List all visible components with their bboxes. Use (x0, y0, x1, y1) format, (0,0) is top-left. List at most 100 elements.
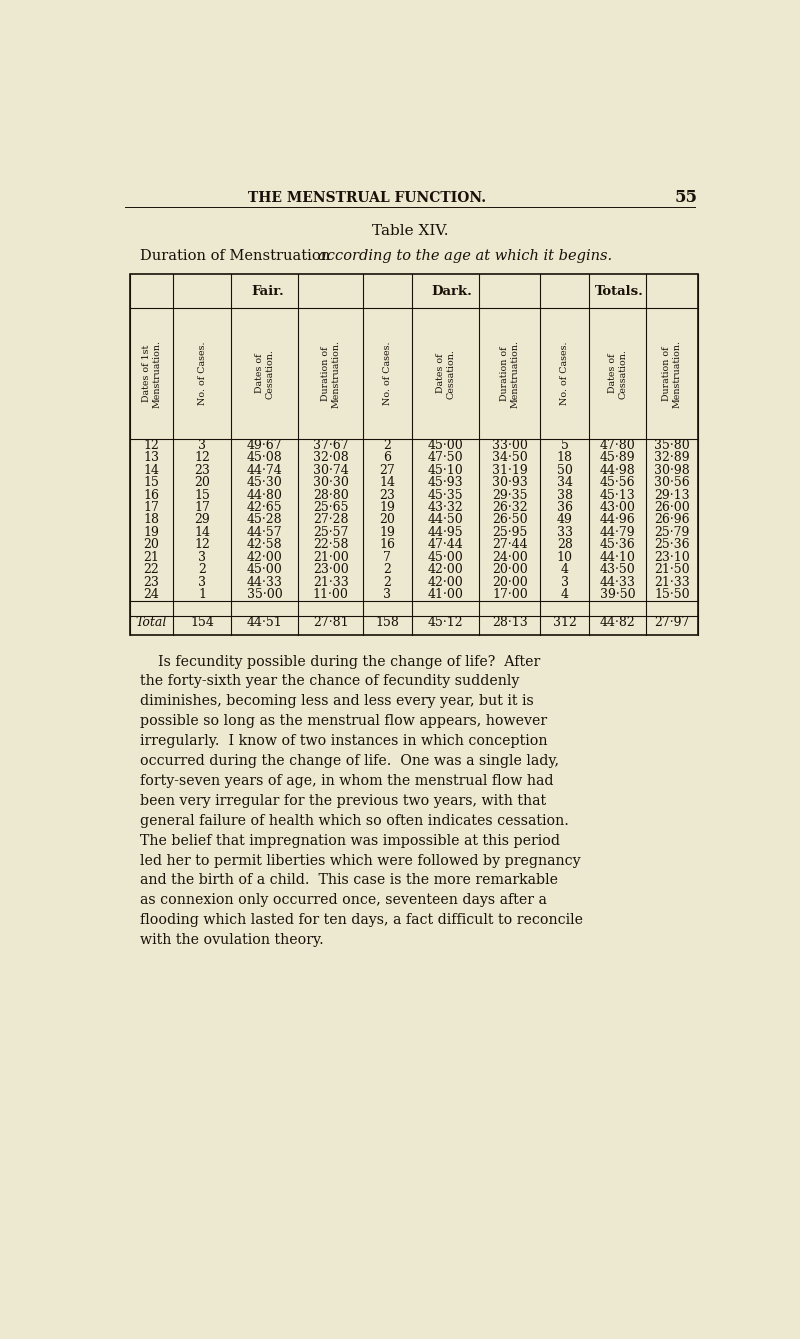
Text: 2: 2 (198, 564, 206, 576)
Text: 3: 3 (561, 576, 569, 589)
Text: possible so long as the menstrual flow appears, however: possible so long as the menstrual flow a… (140, 714, 547, 728)
Text: 3: 3 (198, 550, 206, 564)
Text: 21: 21 (143, 550, 159, 564)
Text: 26·50: 26·50 (492, 513, 528, 526)
Text: 42·65: 42·65 (247, 501, 282, 514)
Text: 49·67: 49·67 (247, 439, 282, 451)
Text: 15: 15 (194, 489, 210, 502)
Text: 36: 36 (557, 501, 573, 514)
Text: 23: 23 (194, 463, 210, 477)
Text: 42·00: 42·00 (428, 564, 463, 576)
Text: Duration of
Menstruation.: Duration of Menstruation. (500, 340, 519, 407)
Text: 20: 20 (143, 538, 159, 552)
Text: 4: 4 (561, 588, 569, 601)
Text: 47·80: 47·80 (599, 439, 635, 451)
Text: 27·44: 27·44 (492, 538, 528, 552)
Text: 11·00: 11·00 (313, 588, 349, 601)
Text: 21·50: 21·50 (654, 564, 690, 576)
Text: 44·96: 44·96 (599, 513, 635, 526)
Text: 25·65: 25·65 (313, 501, 348, 514)
Text: 28·13: 28·13 (492, 616, 528, 629)
Text: led her to permit liberties which were followed by pregnancy: led her to permit liberties which were f… (140, 853, 581, 868)
Text: 23: 23 (143, 576, 159, 589)
Text: The belief that impregnation was impossible at this period: The belief that impregnation was impossi… (140, 834, 560, 848)
Text: 14: 14 (143, 463, 159, 477)
Text: 3: 3 (383, 588, 391, 601)
Text: 33·00: 33·00 (492, 439, 528, 451)
Text: forty-seven years of age, in whom the menstrual flow had: forty-seven years of age, in whom the me… (140, 774, 554, 787)
Text: 45·35: 45·35 (428, 489, 463, 502)
Text: 45·12: 45·12 (428, 616, 463, 629)
Text: 44·79: 44·79 (599, 526, 635, 538)
Text: occurred during the change of life.  One was a single lady,: occurred during the change of life. One … (140, 754, 559, 769)
Text: 30·74: 30·74 (313, 463, 349, 477)
Text: 1: 1 (198, 588, 206, 601)
Text: 45·36: 45·36 (599, 538, 635, 552)
Text: 12: 12 (194, 538, 210, 552)
Text: 3: 3 (198, 576, 206, 589)
Text: 55: 55 (674, 189, 698, 206)
Text: 35·80: 35·80 (654, 439, 690, 451)
Text: 42·00: 42·00 (247, 550, 282, 564)
Text: 47·44: 47·44 (428, 538, 463, 552)
Text: 30·98: 30·98 (654, 463, 690, 477)
Text: 14: 14 (194, 526, 210, 538)
Text: 21·00: 21·00 (313, 550, 349, 564)
Text: 2: 2 (383, 576, 391, 589)
Text: 45·56: 45·56 (599, 477, 635, 489)
Text: 28: 28 (557, 538, 573, 552)
Text: 26·96: 26·96 (654, 513, 690, 526)
Text: 47·50: 47·50 (428, 451, 463, 465)
Text: irregularly.  I know of two instances in which conception: irregularly. I know of two instances in … (140, 734, 548, 749)
Text: 25·57: 25·57 (313, 526, 348, 538)
Text: 45·00: 45·00 (428, 439, 463, 451)
Text: 39·50: 39·50 (599, 588, 635, 601)
Text: 45·08: 45·08 (247, 451, 282, 465)
Text: 37·67: 37·67 (313, 439, 349, 451)
Text: 42·00: 42·00 (428, 576, 463, 589)
Text: 4: 4 (561, 564, 569, 576)
Text: 15·50: 15·50 (654, 588, 690, 601)
Text: 29·13: 29·13 (654, 489, 690, 502)
Text: 312: 312 (553, 616, 577, 629)
Text: Totals.: Totals. (595, 285, 644, 297)
Text: 44·51: 44·51 (247, 616, 282, 629)
Text: 14: 14 (379, 477, 395, 489)
Text: 154: 154 (190, 616, 214, 629)
Text: Dates of 1st
Menstruation.: Dates of 1st Menstruation. (142, 340, 161, 407)
Text: No. of Cases.: No. of Cases. (198, 341, 206, 406)
Text: Duration of
Menstruation.: Duration of Menstruation. (662, 340, 682, 407)
Text: 45·93: 45·93 (428, 477, 463, 489)
Text: 158: 158 (375, 616, 399, 629)
Text: 32·08: 32·08 (313, 451, 349, 465)
Text: 2: 2 (383, 439, 391, 451)
Text: 18: 18 (143, 513, 159, 526)
Text: 24·00: 24·00 (492, 550, 528, 564)
Text: 27·81: 27·81 (313, 616, 349, 629)
Text: Dates of
Cessation.: Dates of Cessation. (255, 348, 274, 399)
Text: 42·58: 42·58 (247, 538, 282, 552)
Text: THE MENSTRUAL FUNCTION.: THE MENSTRUAL FUNCTION. (247, 190, 486, 205)
Text: 19: 19 (379, 501, 395, 514)
Text: 41·00: 41·00 (428, 588, 463, 601)
Text: 38: 38 (557, 489, 573, 502)
Text: 44·33: 44·33 (599, 576, 635, 589)
Text: 44·95: 44·95 (428, 526, 463, 538)
Text: and the birth of a child.  This case is the more remarkable: and the birth of a child. This case is t… (140, 873, 558, 888)
Text: 5: 5 (561, 439, 569, 451)
Text: 27·97: 27·97 (654, 616, 690, 629)
Text: 17·00: 17·00 (492, 588, 528, 601)
Text: 29·35: 29·35 (492, 489, 527, 502)
Text: 29: 29 (194, 513, 210, 526)
Text: 30·30: 30·30 (313, 477, 349, 489)
Text: 23·10: 23·10 (654, 550, 690, 564)
Text: 32·89: 32·89 (654, 451, 690, 465)
Text: 44·98: 44·98 (599, 463, 635, 477)
Text: 44·10: 44·10 (599, 550, 635, 564)
Text: 17: 17 (143, 501, 159, 514)
Text: 23: 23 (379, 489, 395, 502)
Text: 23·00: 23·00 (313, 564, 349, 576)
Text: 13: 13 (143, 451, 159, 465)
Text: 44·74: 44·74 (247, 463, 282, 477)
Text: 26·32: 26·32 (492, 501, 528, 514)
